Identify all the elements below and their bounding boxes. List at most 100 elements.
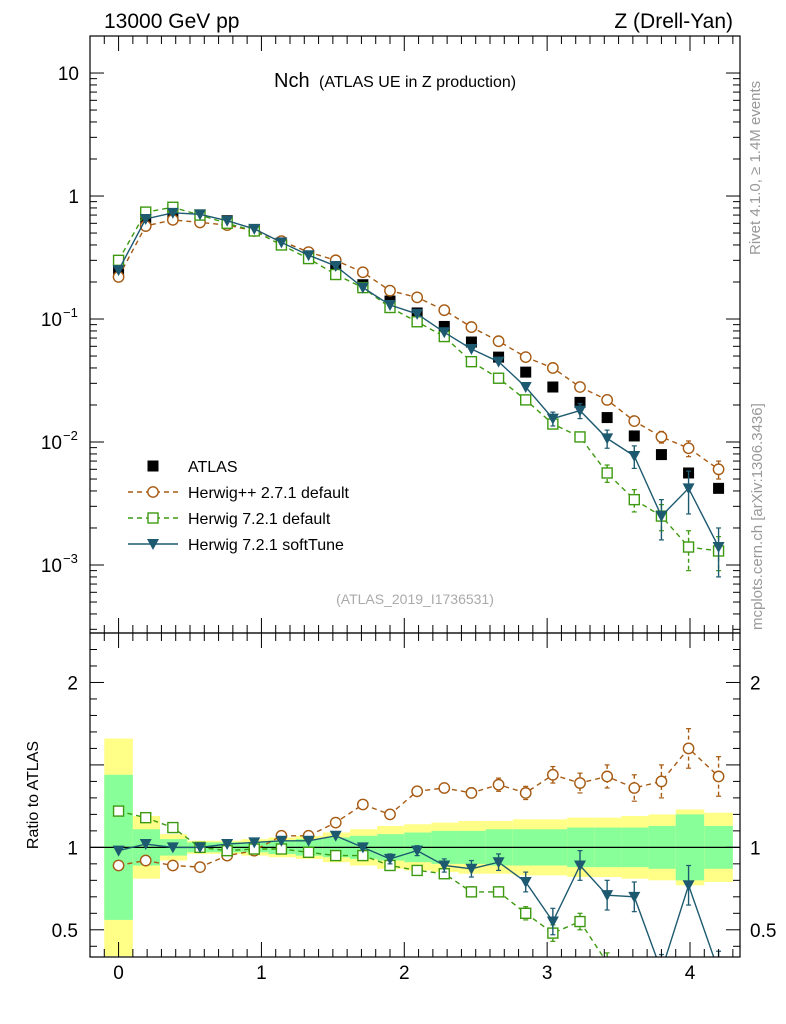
data-point (465, 355, 478, 368)
data-point (546, 362, 559, 374)
data-point (384, 299, 396, 311)
data-point (411, 308, 424, 320)
y-tick-label-right: 2 (750, 673, 761, 694)
data-point (356, 266, 369, 279)
data-point (438, 327, 451, 339)
data-point (384, 284, 396, 297)
y-tick-label: 0.5 (52, 921, 78, 942)
data-point (384, 853, 396, 865)
x-tick-label: 2 (399, 963, 410, 984)
data-point (574, 915, 586, 928)
data-point (221, 839, 234, 851)
legend-label: ATLAS (188, 459, 238, 476)
data-point (601, 433, 614, 445)
y-tick-exponent: −2 (63, 428, 78, 443)
data-point (682, 483, 695, 495)
data-point (112, 845, 125, 857)
ratio-series-group (112, 728, 725, 984)
legend-item-atlas: ATLAS (147, 459, 238, 476)
data-point (628, 450, 641, 462)
y-tick-label: 10 (41, 310, 62, 331)
data-point (194, 861, 206, 874)
data-point (329, 830, 342, 842)
data-point (519, 382, 532, 394)
data-point (519, 787, 532, 799)
y-tick-label: 2 (67, 673, 78, 694)
data-point (112, 265, 125, 277)
data-point (438, 320, 450, 332)
rivet-version-label: Rivet 4.1.0, ≥ 1.4M events (747, 81, 764, 255)
data-point (712, 463, 725, 476)
data-point (601, 467, 613, 479)
data-point (465, 886, 478, 898)
data-point (601, 393, 614, 406)
data-point (602, 958, 612, 968)
data-point (147, 539, 159, 550)
y-tick-label-right: 0.5 (750, 921, 776, 942)
data-point (628, 782, 641, 794)
data-point (356, 282, 369, 294)
ratio-plot-area: 0 1 2 3 4 2 2 1 1 0.5 0.5 (52, 36, 776, 984)
data-point (411, 785, 424, 798)
ratio-axis-label: Ratio to ATLAS (25, 741, 42, 849)
data-point (655, 511, 668, 523)
data-point (384, 808, 396, 821)
data-point (356, 842, 369, 854)
data-point (628, 430, 640, 442)
data-point (628, 891, 641, 903)
data-point (166, 207, 179, 219)
ratio-series-herwig-2-7-1-default (112, 728, 725, 874)
data-point (520, 366, 532, 378)
data-point (329, 260, 342, 272)
data-point (546, 916, 559, 928)
data-point (574, 431, 586, 443)
data-point (329, 816, 342, 829)
legend-item-herwig-7-2-1-softtune: Herwig 7.2.1 softTune (128, 537, 344, 554)
data-point (438, 304, 451, 317)
data-point (330, 849, 342, 862)
data-point (411, 845, 424, 857)
data-point (601, 412, 613, 424)
data-point (139, 214, 152, 226)
legend-item-herwig-2-7-1-default: Herwig++ 2.7.1 default (128, 485, 350, 502)
data-point (712, 542, 725, 554)
data-point (656, 974, 666, 984)
data-point (411, 864, 423, 877)
y-tick-label: 10 (41, 433, 62, 454)
x-tick-label: 3 (542, 963, 553, 984)
data-point (248, 223, 261, 235)
y-tick-exponent: −1 (63, 305, 78, 320)
data-point (574, 396, 586, 408)
data-point (629, 974, 639, 984)
data-point (166, 842, 179, 854)
chart-subtitle: (ATLAS UE in Z production) (319, 74, 516, 91)
main-series-herwig-7-2-1-softtune (112, 207, 725, 578)
data-point (682, 880, 695, 892)
data-point (411, 291, 424, 304)
data-point (492, 857, 505, 869)
data-point (655, 449, 667, 461)
data-point (601, 890, 614, 902)
legend-label: Herwig 7.2.1 default (188, 511, 331, 528)
y-tick-exponent: −3 (63, 551, 78, 566)
mcplots-credit-label: mcplots.cern.ch [arXiv:1306.3436] (749, 403, 766, 630)
data-point (221, 215, 234, 227)
data-point (194, 209, 206, 221)
data-point (465, 344, 478, 356)
data-point (655, 431, 668, 443)
data-point (275, 237, 288, 249)
y-tick-label: 1 (67, 838, 78, 859)
main-line-herwig-2-7-1-default (117, 219, 720, 470)
data-point (492, 886, 505, 898)
data-point (682, 442, 695, 455)
data-point (302, 835, 315, 847)
data-point (356, 798, 369, 811)
data-point (492, 335, 505, 348)
data-point (438, 860, 451, 872)
data-point (139, 839, 152, 851)
data-point (492, 356, 505, 368)
data-point (574, 405, 586, 417)
